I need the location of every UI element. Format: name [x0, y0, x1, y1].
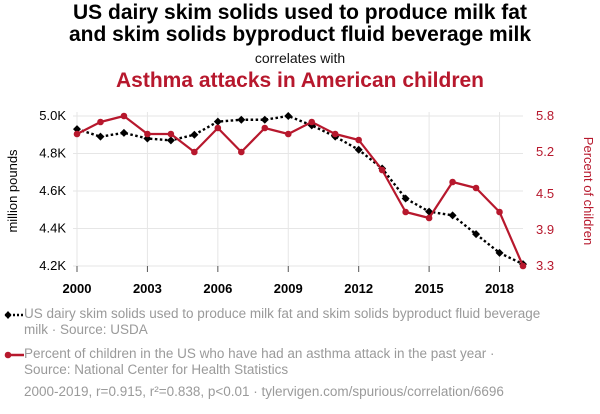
left-axis-ticks: 4.2K 4.4K 4.6K 4.8K 5.0K	[39, 108, 66, 273]
x-tick-label: 2012	[344, 281, 373, 296]
series-2-point	[167, 130, 175, 138]
grid-lines	[73, 112, 523, 267]
series-1-point	[260, 115, 269, 124]
right-y-tick-label: 4.5	[536, 186, 554, 201]
series-2-point	[402, 208, 409, 216]
chart-title-line-2: and skim solids byproduct fluid beverage…	[68, 23, 532, 46]
right-axis-ticks: 3.3 3.9 4.5 5.2 5.8	[536, 108, 554, 273]
series-1-point	[354, 145, 363, 154]
series-2-point	[496, 208, 503, 216]
legend-label-series-2: Percent of children in the US who have h…	[24, 346, 495, 377]
legend-marker-series-1	[4, 311, 24, 319]
chart-title: US dairy skim solids used to produce mil…	[0, 2, 600, 46]
legend-item-series-1: US dairy skim solids used to produce mil…	[4, 306, 544, 338]
series-2-point	[449, 178, 456, 186]
series-1-point	[237, 115, 246, 124]
series-1-point	[73, 125, 81, 134]
series-1-point	[190, 130, 199, 139]
series-2-point	[331, 130, 339, 138]
left-y-tick-label: 4.2K	[39, 258, 66, 273]
x-tick-label: 2009	[274, 281, 303, 296]
series-2-point	[73, 130, 81, 138]
left-axis-label: million pounds	[5, 149, 20, 233]
chart-title-line-1: US dairy skim solids used to produce mil…	[73, 1, 527, 24]
series-2-point	[238, 148, 245, 156]
chart-secondary-title: Asthma attacks in American children	[115, 69, 484, 92]
series-1-point	[448, 211, 457, 220]
series-2-point	[378, 166, 386, 174]
series-1-point	[495, 248, 504, 257]
x-tick-label: 2006	[203, 281, 232, 296]
series-1-point	[401, 194, 410, 203]
series-2-point	[355, 136, 362, 144]
series-2-line	[76, 114, 525, 267]
series-2-point	[425, 214, 433, 222]
left-y-tick-label: 4.6K	[39, 183, 66, 198]
series-2-point	[261, 124, 269, 132]
series-2-point	[214, 124, 222, 132]
legend-label-series-1: US dairy skim solids used to produce mil…	[24, 306, 541, 337]
series-1-point	[96, 132, 105, 141]
series-layer	[73, 112, 527, 270]
series-1-point	[472, 230, 481, 239]
chart-subtitle: correlates with	[254, 50, 346, 66]
x-tick-label: 2003	[133, 281, 162, 296]
right-y-tick-label: 5.2	[536, 144, 554, 159]
x-axis-ticks: 2000 2003 2006 2009 2012 2015 2018	[63, 266, 514, 296]
series-2-point	[308, 118, 316, 126]
series-2-point	[191, 148, 198, 156]
series-2-point	[284, 130, 292, 138]
left-y-tick-label: 5.0K	[39, 108, 66, 123]
series-2-point	[519, 262, 527, 270]
footer-stats: 2000-2019, r=0.915, r²=0.838, p<0.01 · t…	[24, 384, 504, 399]
series-1-line	[76, 114, 524, 266]
legend-item-series-2: Percent of children in the US who have h…	[4, 346, 544, 378]
series-1-point	[213, 117, 222, 126]
series-2-point	[144, 130, 151, 138]
series-2-point	[472, 184, 480, 192]
x-tick-label: 2000	[63, 281, 92, 296]
right-y-tick-label: 3.3	[536, 258, 554, 273]
series-1-point	[119, 128, 128, 137]
legend-marker-series-2	[4, 351, 24, 359]
right-y-tick-label: 5.8	[536, 108, 554, 123]
series-2-point	[97, 118, 104, 126]
series-2-point	[120, 112, 128, 120]
x-tick-label: 2018	[485, 281, 514, 296]
x-tick-label: 2015	[415, 281, 444, 296]
right-y-tick-label: 3.9	[536, 222, 554, 237]
right-axis-label: Percent of children	[581, 137, 596, 245]
series-1-point	[166, 136, 175, 145]
series-1-point	[284, 112, 293, 120]
left-y-tick-label: 4.8K	[39, 146, 66, 161]
left-y-tick-label: 4.4K	[39, 221, 66, 236]
